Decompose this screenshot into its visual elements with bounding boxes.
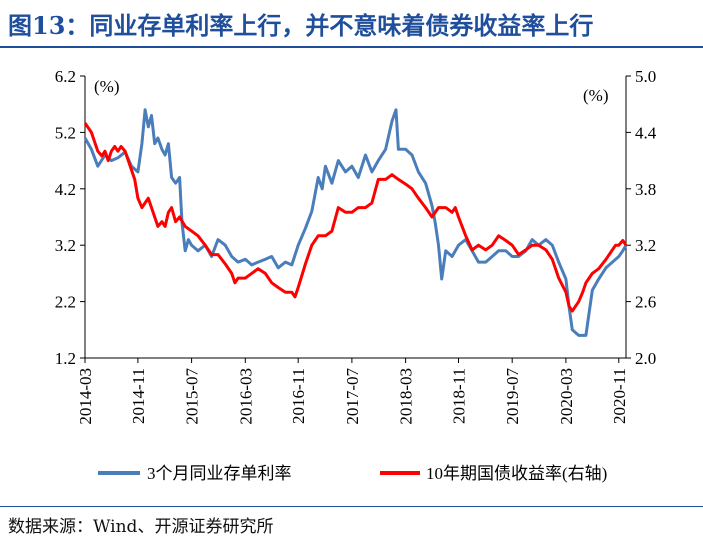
left-tick-label: 3.2	[55, 236, 76, 255]
x-tick-label: 2018-11	[449, 368, 468, 424]
right-axis: 2.0 2.6 3.2 3.8 4.4 5.0	[625, 67, 657, 368]
right-axis-unit-label: (%)	[583, 86, 608, 105]
right-tick-label: 2.0	[635, 349, 656, 368]
left-axis: 1.2 2.2 3.2 4.2 5.2 6.2	[55, 67, 86, 368]
left-tick-label: 4.2	[55, 180, 76, 199]
series-line-0	[83, 108, 628, 337]
left-tick-label: 1.2	[55, 349, 76, 368]
legend-label-series-0: 3个月同业存单利率	[147, 464, 292, 483]
title-bar: 图13：同业存单利率上行，并不意味着债券收益率上行	[0, 0, 703, 48]
x-tick-label: 2014-11	[129, 368, 148, 424]
x-tick-label: 2016-11	[289, 368, 308, 424]
right-tick-label: 4.4	[635, 123, 657, 142]
x-tick-label: 2020-03	[557, 368, 576, 425]
x-tick-label: 2015-07	[183, 368, 202, 425]
x-tick-label: 2018-03	[397, 368, 416, 425]
chart-title: 图13：同业存单利率上行，并不意味着债券收益率上行	[8, 11, 594, 40]
right-tick-label: 3.2	[635, 236, 656, 255]
left-tick-label: 5.2	[55, 123, 76, 142]
legend: 3个月同业存单利率 10年期国债收益率(右轴)	[98, 464, 607, 483]
legend-label-series-1: 10年期国债收益率(右轴)	[426, 464, 607, 483]
title-divider	[0, 46, 703, 48]
left-axis-unit-label: (%)	[94, 77, 119, 96]
series-lines	[83, 108, 628, 337]
x-tick-label: 2017-07	[343, 368, 362, 425]
series-line-1	[83, 122, 628, 313]
x-tick-label: 2020-11	[610, 368, 629, 424]
x-tick-label: 2016-03	[236, 368, 255, 425]
right-tick-label: 5.0	[635, 67, 656, 86]
right-tick-label: 3.8	[635, 180, 656, 199]
left-tick-label: 2.2	[55, 293, 76, 312]
right-tick-label: 2.6	[635, 293, 656, 312]
x-tick-label: 2014-03	[76, 368, 95, 425]
source-note: 数据来源：Wind、开源证券研究所	[8, 517, 274, 537]
left-tick-label: 6.2	[55, 67, 76, 86]
source-divider	[0, 506, 703, 507]
x-tick-label: 2019-07	[503, 368, 522, 425]
x-axis: 2014-03 2014-11 2015-07 2016-03 2016-11 2017-…	[76, 357, 629, 425]
